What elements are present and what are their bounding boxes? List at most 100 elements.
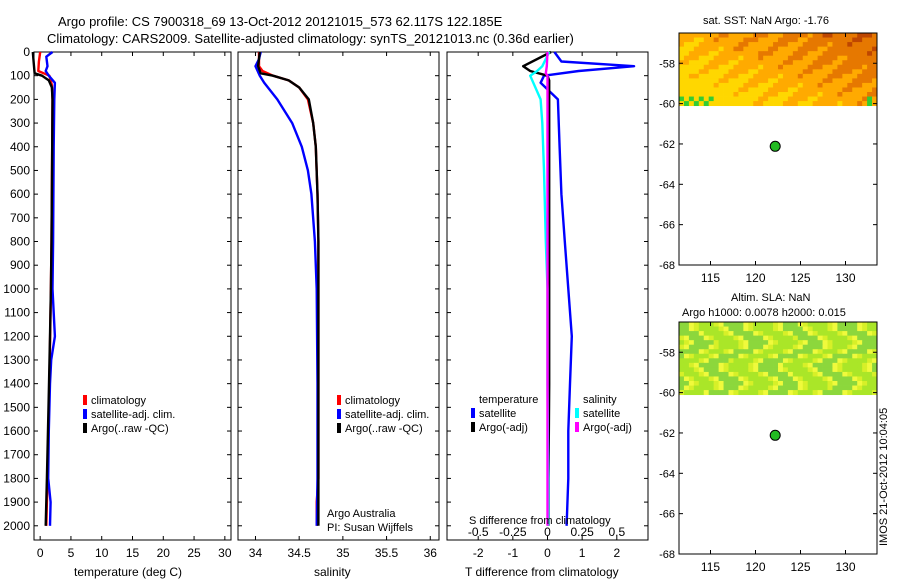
heatmap-cell — [802, 376, 809, 382]
x-tick-label: 1 — [579, 546, 586, 560]
heatmap-cell — [748, 340, 754, 346]
heatmap-cell — [832, 73, 838, 79]
heatmap-cell — [693, 381, 700, 386]
heatmap-cell — [802, 101, 809, 107]
heatmap-cell — [718, 46, 724, 52]
heatmap-cell — [743, 344, 749, 350]
heatmap-cell — [852, 96, 858, 102]
heatmap-cell — [847, 33, 853, 38]
s-difference-title: S difference from climatology — [469, 515, 611, 527]
heatmap-cell — [748, 331, 754, 337]
heatmap-cell — [703, 101, 710, 107]
heatmap-cell — [822, 69, 828, 75]
heatmap-cell — [768, 335, 774, 341]
sla-map-axes: -58 -60 -62 -64 -66 -68 115 120 125 130 — [659, 322, 877, 574]
heatmap-cell — [773, 46, 779, 52]
depth-tick-label: 500 — [10, 163, 30, 177]
heatmap-cell — [763, 349, 769, 355]
heatmap-cell — [718, 349, 724, 355]
heatmap-cell — [679, 78, 685, 84]
heatmap-cell — [758, 46, 764, 52]
heatmap-cell — [733, 358, 739, 364]
heatmap-cell — [842, 60, 848, 66]
heatmap-cell — [862, 331, 868, 337]
heatmap-cell — [718, 322, 724, 327]
heatmap-cell — [847, 390, 853, 396]
depth-tick-label: 1200 — [3, 329, 30, 343]
heatmap-cell — [787, 367, 794, 373]
lon-tick-label: 115 — [701, 271, 720, 285]
s-diff-tick-label: -0.5 — [468, 525, 489, 539]
sla-heatmap — [679, 322, 878, 396]
heatmap-cell — [718, 33, 724, 38]
heatmap-cell — [773, 344, 779, 350]
heatmap-cell — [753, 96, 759, 102]
heatmap-cell — [847, 322, 853, 327]
legend-label-salinity-argo: Argo(-adj) — [583, 422, 632, 434]
heatmap-cell — [822, 51, 828, 57]
heatmap-cell — [817, 92, 823, 97]
heatmap-cell — [862, 82, 868, 88]
heatmap-cell — [802, 349, 809, 355]
heatmap-cell — [837, 82, 843, 88]
heatmap-cell — [748, 82, 754, 88]
series-line-climatology — [257, 52, 320, 526]
heatmap-cell — [812, 78, 818, 84]
heatmap-cell — [723, 82, 729, 88]
heatmap-cell — [763, 362, 769, 368]
heatmap-cell — [782, 69, 789, 75]
heatmap-cell — [852, 46, 858, 52]
heatmap-cell — [792, 344, 799, 350]
heatmap-cell — [852, 64, 858, 70]
heatmap-cell — [768, 51, 774, 57]
heatmap-cell — [862, 64, 868, 70]
heatmap-cell — [857, 371, 863, 377]
heatmap-cell — [782, 349, 789, 355]
heatmap-cell — [773, 376, 779, 382]
heatmap-cell — [812, 322, 818, 327]
heatmap-cell — [698, 353, 705, 359]
heatmap-cell — [857, 51, 863, 57]
heatmap-cell — [698, 331, 705, 337]
heatmap-cell — [738, 78, 744, 84]
heatmap-cell — [763, 385, 769, 391]
heatmap-cell — [708, 390, 715, 396]
heatmap-cell — [822, 340, 828, 346]
heatmap-cell — [768, 362, 774, 368]
heatmap-cell — [832, 51, 838, 57]
heatmap-cell — [688, 55, 695, 61]
heatmap-cell — [773, 381, 779, 386]
heatmap-cell — [827, 335, 833, 341]
heatmap-cell — [872, 344, 878, 350]
heatmap-cell — [743, 367, 749, 373]
heatmap-cell — [782, 42, 789, 48]
heatmap-cell — [758, 340, 764, 346]
heatmap-cell — [857, 349, 863, 355]
heatmap-cell — [862, 358, 868, 364]
heatmap-cell — [733, 42, 739, 48]
heatmap-cell — [812, 55, 818, 61]
heatmap-cell — [753, 55, 759, 61]
heatmap-cell — [792, 322, 799, 327]
heatmap-cell — [792, 73, 799, 79]
heatmap-cell — [802, 55, 809, 61]
heatmap-cell — [728, 353, 734, 359]
heatmap-cell — [872, 96, 878, 102]
heatmap-cell — [827, 92, 833, 97]
heatmap-cell — [822, 390, 828, 396]
heatmap-cell — [748, 371, 754, 377]
heatmap-cell — [778, 55, 784, 61]
heatmap-cell — [768, 87, 774, 93]
heatmap-cell — [768, 344, 774, 350]
heatmap-cell — [802, 335, 809, 341]
heatmap-cell — [743, 101, 749, 107]
heatmap-cell — [758, 73, 764, 79]
heatmap-cell — [753, 385, 759, 391]
depth-tick-label: 900 — [10, 258, 30, 272]
heatmap-cell — [773, 358, 779, 364]
heatmap-cell — [812, 92, 818, 97]
heatmap-cell — [807, 349, 814, 355]
x-tick-label: 34 — [249, 546, 263, 560]
heatmap-cell — [797, 87, 804, 93]
heatmap-cell — [802, 78, 809, 84]
